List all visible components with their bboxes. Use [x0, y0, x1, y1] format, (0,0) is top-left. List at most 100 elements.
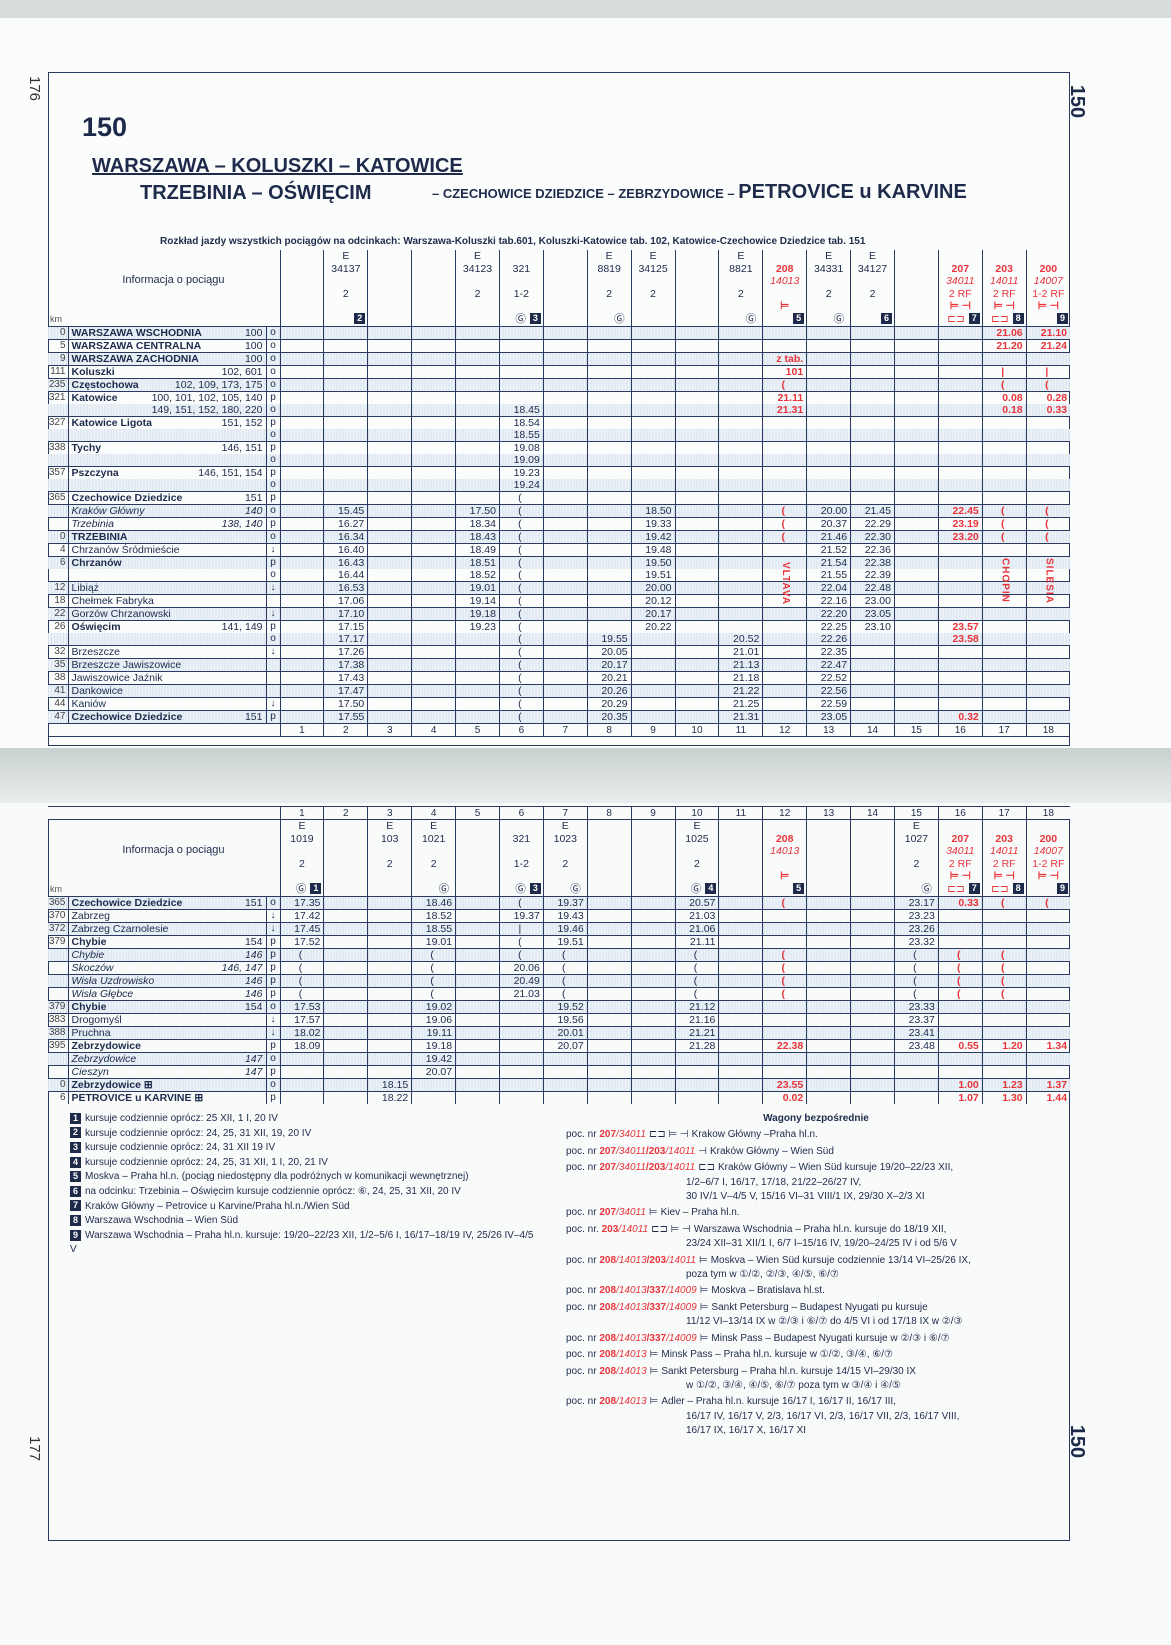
time-cell [937, 1000, 983, 1014]
train-number-secondary [544, 275, 586, 288]
time-cell: 22.56 [806, 684, 851, 698]
column-number: 12 [762, 723, 807, 737]
time-cell [893, 581, 939, 595]
time-cell [893, 645, 939, 659]
time-cell: 19.42 [411, 1052, 456, 1066]
route-middle: – CZECHOWICE DZIEDZICE – ZEBRZYDOWICE – [432, 186, 735, 201]
station-cell: 146 Wisła Uzdrowisko [67, 974, 266, 988]
time-cell [279, 556, 324, 569]
time-cell: 19.33 [630, 517, 676, 531]
train-amenities [281, 300, 323, 313]
arrival-departure-marker: ↓ [265, 922, 280, 936]
time-cell [411, 466, 456, 479]
time-cell: 20.06 [498, 961, 544, 975]
train-separator: / [616, 1332, 619, 1344]
arrival-departure-marker: o [265, 530, 280, 544]
time-cell [762, 581, 807, 595]
time-cell [542, 1052, 588, 1066]
time-cell [806, 948, 851, 962]
time-cell [586, 987, 632, 1001]
station-cell: 151 Czechowice Dziedzice [67, 491, 266, 505]
time-cell [981, 466, 1027, 479]
time-cell [674, 504, 719, 518]
train-amenities [632, 300, 674, 313]
station-cell: Zabrzeg [67, 909, 266, 923]
time-cell: ( [981, 378, 1027, 392]
time-cell [630, 404, 676, 417]
km-value [48, 948, 68, 962]
train-number-secondary [413, 275, 455, 288]
train-class: 1-2 [513, 857, 529, 870]
arrival-departure-marker: p [265, 391, 280, 404]
train-amenities: ⊨ ⊣ [1037, 300, 1059, 312]
entry-text-continued: 30 IV/1 V–4/5 V, 15/16 VI–31 VIII/1 IX, … [686, 1191, 925, 1203]
time-cell: 21.24 [1025, 339, 1071, 353]
train-number-secondary [544, 845, 586, 858]
time-cell [893, 1078, 939, 1092]
train-amenities: ⊨ [780, 300, 790, 312]
time-cell [455, 391, 500, 404]
time-cell: 23.58 [937, 633, 983, 646]
column-number: 8 [586, 723, 632, 737]
through-car-entry: poc. nr. 203/14011 ⊏⊐ ⊨ ⊣ Warszawa Wschodn… [566, 1223, 1066, 1252]
train-number-secondary [808, 845, 850, 858]
time-cell [367, 326, 412, 340]
time-cell: 1.00 [937, 1078, 983, 1092]
time-cell [542, 1091, 588, 1104]
time-cell: 17.35 [279, 896, 324, 910]
route-line-1: WARSZAWA – KOLUSZKI – KATOWICE [92, 155, 463, 177]
time-cell [630, 491, 676, 505]
time-cell [718, 441, 763, 454]
through-car-entry: poc. nr 207/34011/203/14011 ⊣ Kraków Główn… [566, 1145, 1066, 1159]
time-cell [850, 479, 895, 492]
time-cell: 18.55 [411, 922, 456, 936]
time-cell: 18.34 [455, 517, 500, 531]
arrival-departure-marker: p [265, 620, 280, 633]
time-cell [367, 1052, 412, 1066]
time-cell [850, 710, 895, 724]
time-cell [762, 569, 807, 582]
arrival-departure-marker: o [265, 378, 280, 392]
time-cell [1025, 491, 1071, 505]
station-name: Chrzanów [71, 557, 122, 569]
car-type-icon: ⊨ [698, 1254, 708, 1266]
footnote-text: kursuje codziennie oprócz: 24, 31 XII 19… [85, 1142, 276, 1154]
time-cell [630, 429, 676, 442]
time-cell: 22.52 [806, 671, 851, 685]
time-cell [1025, 466, 1071, 479]
station-row: o 17.17(19.55 20.52 22.26 23.58 [48, 633, 1071, 646]
time-cell: ( [498, 658, 544, 672]
train-number: 14013 [618, 1349, 647, 1361]
time-cell [279, 1091, 324, 1104]
train-class [720, 858, 762, 871]
time-cell [323, 896, 368, 910]
train-number: 203 [601, 1223, 619, 1235]
train-separator: / [665, 1145, 669, 1157]
time-cell: 19.24 [498, 479, 544, 492]
train-symbols: ⊏⊐ 8 [983, 883, 1025, 896]
table-references: 102, 601 [221, 366, 263, 379]
train-column-header: E 1023 2 Ⓖ [542, 819, 588, 897]
through-car-entry: poc. nr 207/34011 ⊏⊐ ⊨ ⊣ Krakow Główny –Pr… [566, 1128, 1066, 1142]
train-class: 2 [474, 287, 481, 300]
arrival-departure-marker: o [265, 504, 280, 518]
train-category [983, 250, 1025, 263]
arrival-departure-marker: p [265, 416, 280, 429]
train-number [457, 833, 499, 846]
train-number: 208 [599, 1396, 617, 1408]
train-number: 34137 [331, 262, 361, 275]
time-cell: ( [498, 530, 544, 544]
time-cell [1025, 416, 1071, 429]
time-cell [455, 1091, 500, 1104]
station-row: 47 151 Czechowice Dziedzice p 17.55(20.35 21.… [48, 710, 1071, 724]
train-number-secondary [895, 275, 937, 288]
time-cell [1025, 1026, 1071, 1040]
time-cell [1025, 935, 1071, 949]
time-cell: 21.11 [762, 391, 807, 404]
train-column-header [411, 250, 456, 327]
train-class: 2 [342, 287, 349, 300]
car-type-icon: ⊨ [648, 1207, 658, 1219]
train-symbols: Ⓖ [544, 883, 586, 896]
time-cell [279, 404, 324, 417]
station-row: 383 Drogomyśl ↓ 17.57 19.06 19.56 21.16 23.37 [48, 1013, 1071, 1027]
